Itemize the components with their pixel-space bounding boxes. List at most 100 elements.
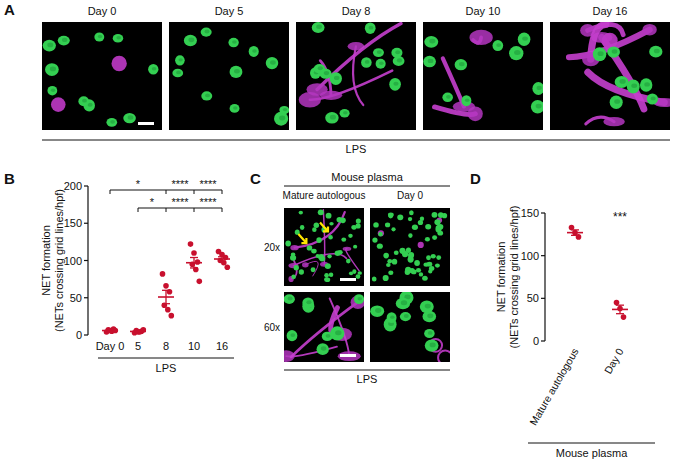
nucleus bbox=[353, 245, 357, 249]
nucleus bbox=[341, 237, 346, 241]
nucleus-texture bbox=[397, 58, 402, 62]
nucleus-texture bbox=[358, 297, 363, 301]
error-cap bbox=[190, 257, 198, 258]
nucleus bbox=[307, 245, 313, 250]
nucleus bbox=[300, 225, 305, 230]
group-line bbox=[98, 358, 234, 359]
row-label: 20x bbox=[264, 242, 280, 253]
header-line bbox=[284, 186, 450, 187]
group-line bbox=[42, 140, 670, 141]
nucleus bbox=[284, 294, 295, 304]
y-tick bbox=[541, 340, 545, 341]
nucleus bbox=[461, 95, 471, 106]
micrograph bbox=[284, 208, 364, 286]
nucleus bbox=[399, 248, 405, 254]
nucleus bbox=[391, 227, 395, 231]
net-strand bbox=[588, 72, 665, 102]
data-point bbox=[163, 283, 169, 289]
nucleus-texture bbox=[288, 297, 293, 301]
nucleus-texture bbox=[379, 61, 384, 65]
micrograph bbox=[296, 22, 416, 130]
nucleus-texture bbox=[324, 71, 329, 75]
net-blob bbox=[603, 117, 624, 126]
nucleus-texture bbox=[631, 84, 637, 89]
nucleus-texture bbox=[335, 330, 341, 335]
y-axis-label: NET formation bbox=[40, 225, 52, 296]
micrograph bbox=[423, 22, 543, 130]
error-stem bbox=[619, 305, 620, 314]
magenta-cell bbox=[51, 97, 66, 112]
nucleus-texture bbox=[178, 58, 182, 61]
image-label: Day 10 bbox=[466, 5, 501, 17]
nucleus bbox=[435, 263, 440, 267]
header: Mouse plasma bbox=[331, 171, 403, 183]
nucleus-texture bbox=[425, 304, 431, 309]
nucleus-texture bbox=[651, 96, 656, 100]
nucleus-texture bbox=[375, 308, 381, 313]
nucleus bbox=[312, 22, 325, 33]
error-cap bbox=[616, 305, 624, 306]
nucleus bbox=[328, 235, 333, 239]
nucleus bbox=[184, 35, 197, 46]
nucleus bbox=[172, 69, 183, 78]
nucleus bbox=[317, 343, 329, 355]
nucleus bbox=[376, 59, 386, 69]
nucleus bbox=[175, 55, 185, 65]
nucleus bbox=[389, 78, 401, 91]
nucleus bbox=[420, 300, 434, 313]
nucleus-texture bbox=[152, 67, 157, 71]
nucleus bbox=[383, 275, 389, 281]
nucleus-texture bbox=[365, 60, 370, 64]
nucleus-texture bbox=[395, 50, 400, 54]
nucleus bbox=[429, 266, 434, 271]
nucleus bbox=[148, 64, 158, 75]
error-stem bbox=[193, 258, 194, 268]
nucleus-texture bbox=[496, 43, 501, 47]
column-label: Mature autologous bbox=[283, 190, 366, 201]
nucleus bbox=[287, 330, 298, 341]
nucleus-texture bbox=[614, 99, 620, 104]
nucleus bbox=[94, 32, 104, 41]
error-cap bbox=[616, 313, 624, 314]
nucleus bbox=[406, 247, 411, 253]
micrograph bbox=[169, 22, 289, 130]
bracket-tick bbox=[222, 208, 223, 212]
nucleus-texture bbox=[283, 108, 287, 111]
magenta-cell bbox=[111, 56, 126, 71]
nucleus bbox=[327, 254, 331, 258]
data-point bbox=[165, 307, 171, 313]
micrograph bbox=[550, 22, 670, 130]
nucleus bbox=[437, 224, 443, 230]
y-tick bbox=[84, 297, 88, 298]
nucleus bbox=[294, 265, 299, 270]
error-bar bbox=[571, 230, 579, 235]
bracket-tick bbox=[166, 208, 167, 212]
nucleus bbox=[45, 63, 59, 76]
nucleus-texture bbox=[428, 59, 434, 63]
magenta-cell bbox=[378, 230, 384, 236]
nucleus bbox=[423, 262, 428, 266]
magenta-cell bbox=[602, 33, 618, 49]
y-tick bbox=[84, 334, 88, 335]
nucleus bbox=[47, 86, 57, 96]
nucleus bbox=[291, 252, 296, 256]
nucleus bbox=[419, 272, 423, 276]
significance-label: * bbox=[136, 178, 141, 190]
nucleus bbox=[325, 112, 338, 124]
nucleus bbox=[299, 211, 303, 215]
bracket-tick bbox=[222, 190, 223, 194]
panel-label: C bbox=[250, 170, 261, 187]
data-marks bbox=[102, 241, 230, 335]
nucleus bbox=[58, 36, 70, 46]
nucleus bbox=[492, 40, 503, 51]
nucleus-texture bbox=[128, 115, 134, 119]
nucleus bbox=[201, 91, 212, 100]
nucleus bbox=[230, 104, 240, 113]
nucleus bbox=[78, 96, 89, 106]
nucleus bbox=[425, 224, 431, 229]
nucleus bbox=[201, 28, 212, 37]
nucleus-texture bbox=[401, 300, 407, 305]
nucleus bbox=[373, 222, 378, 227]
nucleus bbox=[372, 276, 377, 281]
nucleus-texture bbox=[446, 95, 451, 99]
